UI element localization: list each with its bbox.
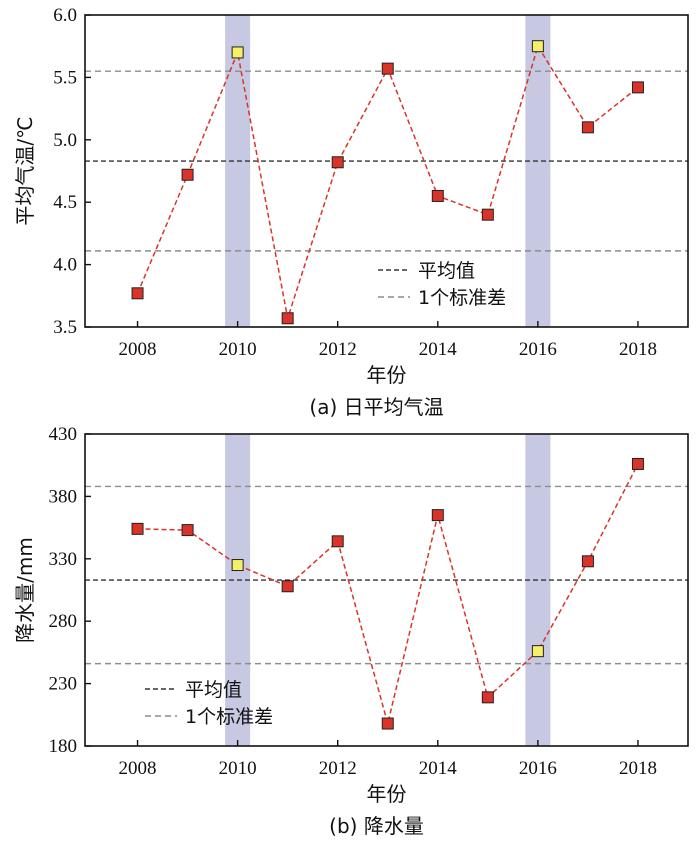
legend-std-label: 1个标准差 (418, 287, 506, 309)
data-point-2016 (531, 645, 544, 658)
data-point-2018 (631, 457, 644, 470)
data-point-2014 (431, 189, 444, 202)
plot-frame (84, 14, 689, 328)
y-tick-label: 430 (49, 424, 78, 445)
y-tick-label: 5.0 (53, 130, 77, 151)
legend-std-label: 1个标准差 (185, 706, 273, 728)
x-tick-label: 2008 (119, 758, 157, 779)
x-tick-label: 2014 (419, 758, 458, 779)
y-tick-label: 4.5 (53, 192, 77, 213)
x-tick-label: 2014 (419, 339, 458, 360)
highlight-band-2016 (525, 15, 551, 327)
data-point-2016 (531, 40, 544, 53)
data-point-2017 (581, 121, 594, 134)
data-point-2010 (231, 559, 244, 572)
data-point-2010 (231, 46, 244, 59)
data-point-2015 (481, 208, 494, 221)
y-tick-label: 3.5 (53, 317, 77, 338)
x-axis-title: 年份 (367, 363, 407, 387)
plot-frame (84, 433, 689, 747)
y-tick-label: 280 (49, 611, 78, 632)
x-tick-label: 2018 (619, 339, 657, 360)
x-tick-label: 2008 (119, 339, 157, 360)
y-tick-label: 4.0 (53, 255, 77, 276)
data-point-2008 (131, 287, 144, 300)
y-tick-label: 180 (49, 736, 78, 757)
data-point-2009 (181, 524, 194, 537)
highlight-band-2010 (225, 15, 251, 327)
panel-a: 3.5 4.0 4.5 5.0 5.5 6.0 2008 2010 2012 2014 2016 20… (13, 5, 689, 419)
data-point-2015 (481, 691, 494, 704)
x-axis-title: 年份 (367, 782, 407, 806)
data-point-2009 (181, 168, 194, 181)
x-tick-label: 2010 (219, 339, 257, 360)
data-point-2012 (331, 535, 344, 548)
highlight-band-2016 (525, 434, 551, 746)
x-tick-label: 2010 (219, 758, 257, 779)
data-point-2011 (281, 580, 294, 593)
data-point-2013 (381, 717, 394, 730)
legend-mean-label: 平均值 (185, 679, 242, 701)
series-line (137, 463, 639, 724)
data-point-2012 (331, 156, 344, 169)
y-axis-title: 降水量/mm (13, 537, 37, 643)
y-axis-title: 平均气温/℃ (13, 116, 37, 225)
panel-caption: (a) 日平均气温 (309, 395, 443, 419)
y-tick-label: 330 (49, 549, 78, 570)
series-line (136, 44, 639, 319)
y-tick-label: 6.0 (53, 5, 77, 26)
x-tick-label: 2016 (519, 758, 557, 779)
data-point-2013 (381, 62, 394, 75)
x-tick-label: 2016 (519, 339, 557, 360)
x-tick-label: 2012 (319, 758, 357, 779)
panel-caption: (b) 降水量 (329, 814, 424, 838)
data-point-2017 (581, 555, 594, 568)
data-point-2018 (631, 81, 644, 94)
data-point-2014 (431, 509, 444, 522)
y-tick-label: 5.5 (53, 67, 77, 88)
y-tick-label: 380 (49, 486, 78, 507)
y-tick-label: 230 (49, 674, 78, 695)
data-point-2008 (131, 522, 144, 535)
data-point-2011 (281, 312, 294, 325)
panel-b: 180 230 280 330 380 430 2008 2010 2012 2014 2016 20… (13, 424, 689, 838)
x-tick-label: 2012 (319, 339, 357, 360)
legend-mean-label: 平均值 (418, 260, 475, 282)
x-tick-label: 2018 (619, 758, 657, 779)
